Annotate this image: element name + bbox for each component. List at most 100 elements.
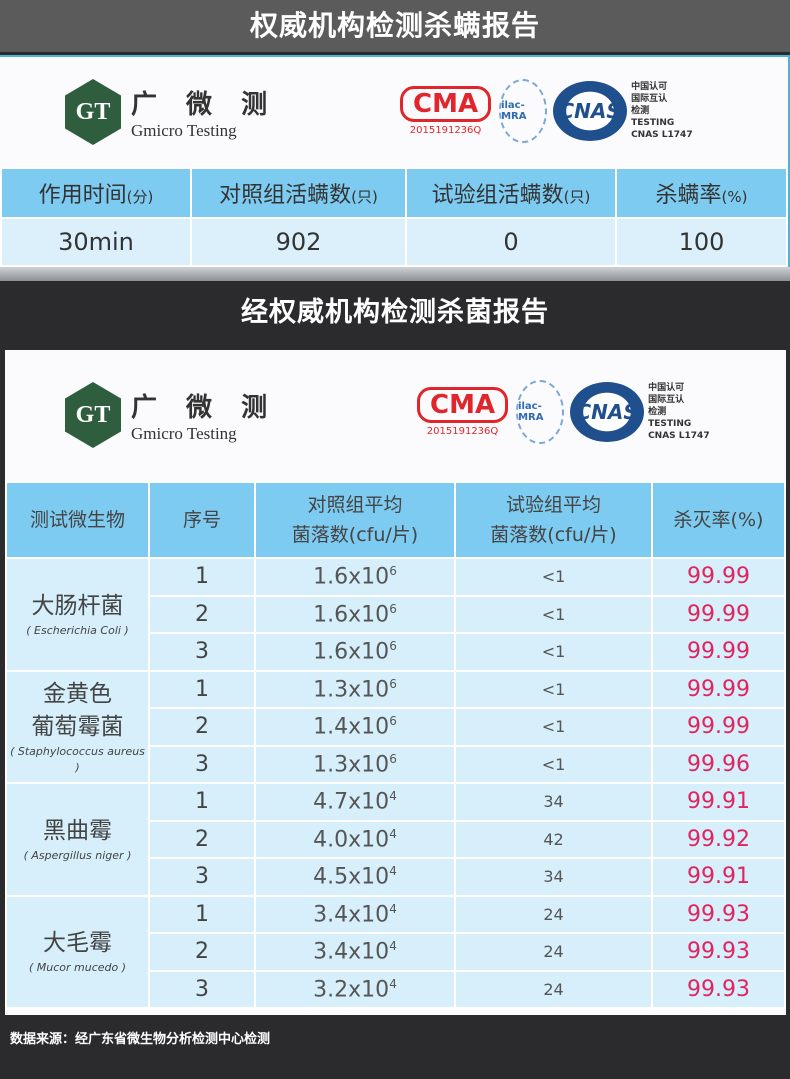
cell-index: 2 [148,932,256,972]
organism-name: 黑曲霉 [43,817,112,844]
gmicro-logo: GT 广 微 测 Gmicro Testing [65,79,277,145]
cell-test: 24 [454,894,653,934]
cell-test: 34 [454,857,653,897]
cell-kill-rate: 99.93 [651,969,786,1009]
cell-control: 3.4x104 [254,932,456,972]
table-row: 3 1.3x106 <1 99.96 [6,744,786,784]
cell-test: <1 [454,594,653,634]
cell-test: 34 [454,782,653,822]
cell-kill-rate: 99.99 [651,669,786,709]
cell-kill-rate: 99.99 [651,632,786,672]
logo-name-cn: 广 微 测 [131,89,278,120]
cell-index: 1 [148,557,256,597]
bacteria-results-table: 测试微生物 序号 对照组平均 菌落数(cfu/片) 试验组平均 菌落数(cfu/… [5,481,786,1009]
table-row: 黑曲霉( Aspergillus niger ) 1 4.7x104 34 99.91 [5,782,786,897]
table-row: 2 1.4x106 <1 99.99 [6,707,786,747]
organism-name: 大肠杆菌 [31,592,124,619]
cell-test: <1 [454,632,653,672]
bacteria-report-panel: GT 广 微 测 Gmicro Testing CMA 2015191236Q il… [5,350,786,1015]
cell-index: 3 [148,632,256,672]
ilac-mra-logo: ilac-MRA [499,79,548,143]
cell-test: 24 [454,969,653,1009]
cell-kill-rate: 99.91 [651,782,786,822]
table-row: 2 4.0x104 42 99.92 [6,819,786,859]
table-row: 3 4.5x104 34 99.91 [6,857,786,897]
cell-kill-rate: 99.93 [651,932,786,972]
table-row: 2 1.6x106 <1 99.99 [6,594,786,634]
cell-control: 1.4x106 [254,707,456,747]
cma-number: 2015191236Q [409,125,482,136]
cell-kill-rate: 99.96 [651,744,786,784]
cell-index: 3 [148,744,256,784]
cell-kill-rate: 99.91 [651,857,786,897]
cell-test: <1 [454,744,653,784]
cell-control: 4.0x104 [254,819,456,859]
table-row: 3 1.6x106 <1 99.99 [6,632,786,672]
cnas-logo: CNAS [570,382,645,442]
table-row: 2 3.4x104 24 99.93 [6,932,786,972]
cell-index: 2 [148,707,256,747]
header-kill-rate: 杀灭率(%) [651,481,786,559]
header-control: 对照组平均 菌落数(cfu/片) [254,481,456,559]
header-test: 试验组活螨数(只) [405,167,617,219]
cnas-text: 中国认可 国际互认 检测 TESTING CNAS L1747 [631,82,693,140]
cell-kill-rate: 99.99 [651,594,786,634]
cma-logo: CMA 2015191236Q [417,387,509,437]
logo-area: GT 广 微 测 Gmicro Testing CMA 2015191236Q il… [0,57,788,167]
cert-logos: CMA 2015191236Q ilac-MRA CNAS 中国认可 国际互认 检测 T… [417,380,710,444]
header-organism: 测试微生物 [5,481,150,559]
header-index: 序号 [148,481,256,559]
divider [0,267,790,281]
cell-control: 1.3x106 [254,669,456,709]
cell-test: 24 [454,932,653,972]
organism-cell: 黑曲霉 ( Aspergillus niger ) [5,782,150,897]
gt-badge-icon: GT [65,79,121,145]
data-source-note: 数据来源：经广东省微生物分析检测中心检测 [10,1032,271,1047]
cma-logo: CMA 2015191236Q [400,86,492,136]
table-header-row: 作用时间(分) 对照组活螨数(只) 试验组活螨数(只) 杀螨率(%) [0,167,788,219]
ilac-mra-logo: ilac-MRA [516,380,565,444]
cell-kill-rate: 99.92 [651,819,786,859]
cell-index: 3 [148,857,256,897]
mite-report-panel: GT 广 微 测 Gmicro Testing CMA 2015191236Q il… [0,55,790,267]
cell-kill-rate: 99.99 [651,707,786,747]
cell-kill-rate: 99.93 [651,894,786,934]
mite-results-table: 作用时间(分) 对照组活螨数(只) 试验组活螨数(只) 杀螨率(%) 30min… [0,167,788,267]
cell-control: 1.6x106 [254,632,456,672]
cell-test: <1 [454,669,653,709]
cell-test: <1 [454,707,653,747]
cell-index: 1 [148,782,256,822]
cell-kill-rate: 99.99 [651,557,786,597]
cell-index: 3 [148,969,256,1009]
cell-test: 0 [405,217,617,267]
cell-control: 1.6x106 [254,594,456,634]
table-row: 金黄色 葡萄霉菌( Staphylococcus aureus ) 1 1.3x10… [5,669,786,784]
cnas-text: 中国认可 国际互认 检测 TESTING CNAS L1747 [648,383,710,441]
cell-control: 3.2x104 [254,969,456,1009]
cell-control: 902 [190,217,407,267]
logo-name-en: Gmicro Testing [131,120,237,140]
cert-logos: CMA 2015191236Q ilac-MRA CNAS 中国认可 国际互认 检测 T… [400,79,693,143]
cell-control: 1.3x106 [254,744,456,784]
header-kill-rate: 杀螨率(%) [615,167,788,219]
cell-test: <1 [454,557,653,597]
table-header-row: 测试微生物 序号 对照组平均 菌落数(cfu/片) 试验组平均 菌落数(cfu/… [5,481,786,559]
gt-badge-icon: GT [65,382,121,448]
organism-latin: ( Aspergillus niger ) [23,848,132,862]
cell-index: 1 [148,669,256,709]
table-row: 30min 902 0 100 [0,217,788,267]
organism-cell: 大肠杆菌 ( Escherichia Coli ) [5,557,150,672]
header-control: 对照组活螨数(只) [190,167,407,219]
cell-kill-rate: 100 [615,217,788,267]
organism-name: 金黄色 葡萄霉菌 [31,680,124,740]
organism-latin: ( Mucor mucedo ) [28,961,127,975]
cell-control: 1.6x106 [254,557,456,597]
cell-control: 4.7x104 [254,782,456,822]
table-row: 3 3.2x104 24 99.93 [6,969,786,1009]
cell-index: 1 [148,894,256,934]
cell-control: 3.4x104 [254,894,456,934]
cell-test: 42 [454,819,653,859]
organism-name: 大毛霉 [43,930,112,957]
logo-area: GT 广 微 测 Gmicro Testing CMA 2015191236Q il… [5,350,786,481]
cnas-logo: CNAS [553,81,628,141]
